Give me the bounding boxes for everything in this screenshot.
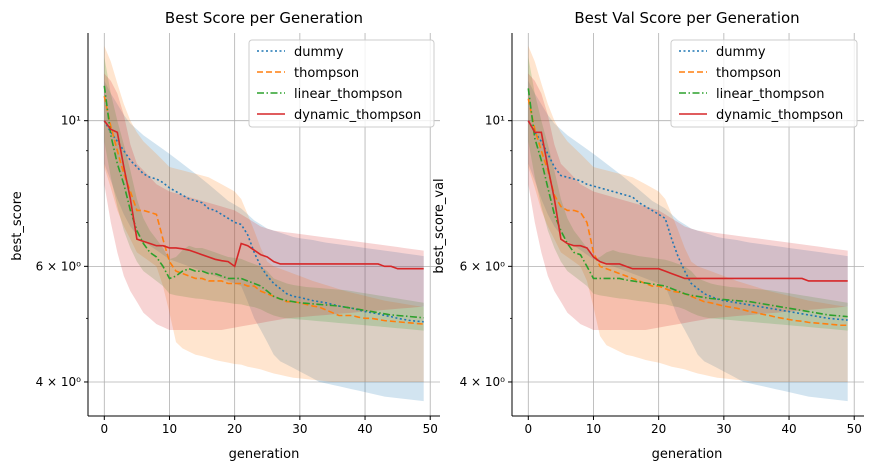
band-thompson (104, 45, 424, 382)
x-tick-label: 10 (586, 422, 601, 436)
legend-box (670, 39, 858, 128)
chart-title: Best Score per Generation (165, 9, 363, 27)
axes: 0 10 20 30 40 50 4 × 10⁰ 6 × 10⁰ 10¹ (36, 33, 440, 436)
x-axis-label: generation (652, 447, 723, 462)
x-tick-label: 0 (524, 422, 532, 436)
series-line-dynamic-thompson (103, 120, 424, 270)
series-lines (103, 85, 424, 325)
band-dummy (104, 80, 424, 402)
band-linear-thompson (528, 57, 848, 331)
y-tick-label: 6 × 10⁰ (460, 259, 506, 273)
x-tick-label: 40 (781, 422, 796, 436)
legend-label-dummy: dummy (716, 45, 766, 60)
x-axis-label: generation (229, 447, 300, 462)
chart-title: Best Val Score per Generation (574, 9, 799, 27)
confidence-bands (104, 45, 424, 402)
x-tick-label: 0 (100, 422, 108, 436)
y-tick-label: 6 × 10⁰ (36, 259, 82, 273)
x-tick-label: 50 (847, 422, 862, 436)
confidence-bands (528, 45, 848, 402)
axes: 0 10 20 30 40 50 4 × 10⁰ 6 × 10⁰ 10¹ (460, 33, 864, 436)
x-tick-label: 50 (423, 422, 438, 436)
series-line-linear-thompson (103, 85, 424, 319)
x-tick-label: 30 (292, 422, 307, 436)
legend-label-thompson: thompson (294, 66, 359, 81)
band-thompson (528, 45, 848, 382)
series-line-linear-thompson (527, 88, 848, 318)
legend-label-dummy: dummy (294, 45, 344, 60)
series-lines (527, 88, 848, 327)
series-line-dummy (527, 120, 848, 321)
x-tick-label: 40 (357, 422, 372, 436)
y-tick-label: 4 × 10⁰ (460, 375, 506, 389)
legend-label-dynamic-thompson: dynamic_thompson (716, 108, 843, 123)
x-tick-label: 20 (651, 422, 666, 436)
y-tick-label: 10¹ (485, 114, 505, 128)
x-tick-label: 30 (716, 422, 731, 436)
legend-box (248, 39, 435, 128)
chart-panel-best-score: Best Score per Generation generation bes… (10, 9, 440, 462)
y-tick-label: 10¹ (61, 114, 81, 128)
y-axis-label: best_score (10, 191, 25, 261)
series-line-dynamic-thompson (527, 120, 848, 282)
y-axis-label: best_score_val (432, 178, 447, 273)
series-line-thompson (527, 98, 848, 327)
band-dynamic-thompson (104, 73, 424, 330)
chart-panel-best-val-score: Best Val Score per Generation generation… (432, 9, 864, 462)
band-dynamic-thompson (528, 73, 848, 330)
band-dummy (528, 80, 848, 402)
legend: dummy thompson linear_thompson dynamic_thom… (248, 39, 435, 128)
x-tick-label: 10 (162, 422, 177, 436)
band-linear-thompson (104, 57, 424, 331)
legend: dummy thompson linear_thompson dynamic_thom… (670, 39, 858, 128)
y-tick-label: 4 × 10⁰ (36, 375, 82, 389)
series-line-thompson (103, 95, 424, 325)
legend-label-linear-thompson: linear_thompson (716, 87, 824, 102)
series-line-dummy (103, 120, 424, 323)
legend-label-dynamic-thompson: dynamic_thompson (294, 108, 421, 123)
legend-label-linear-thompson: linear_thompson (294, 87, 402, 102)
x-tick-label: 20 (227, 422, 242, 436)
legend-label-thompson: thompson (716, 66, 781, 81)
